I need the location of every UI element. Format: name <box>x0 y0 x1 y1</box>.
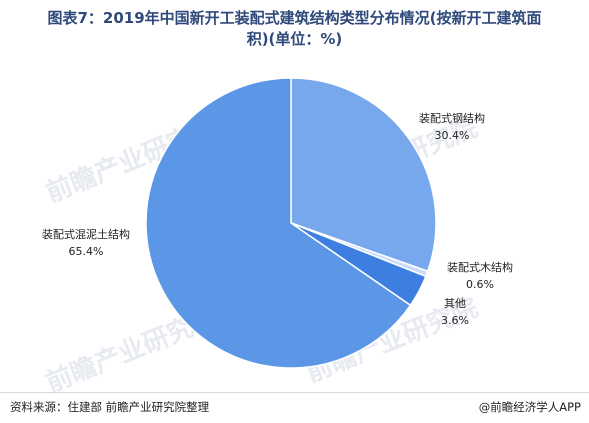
slice-category-label: 装配式钢结构 <box>419 111 485 125</box>
pie-slice <box>290 77 437 273</box>
slice-value-label: 65.4% <box>69 245 104 258</box>
slice-category-label: 装配式木结构 <box>447 260 513 274</box>
source-note: 资料来源：住建部 前瞻产业研究院整理 <box>10 400 210 414</box>
chart-title-line-1: 图表7：2019年中国新开工装配式建筑结构类型分布情况(按新开工建筑面 <box>47 9 542 27</box>
footer-divider <box>0 392 589 393</box>
brand-credit: @前瞻经济学人APP <box>478 400 581 414</box>
slice-value-label: 0.6% <box>466 278 494 291</box>
pie-slice <box>145 77 412 369</box>
slice-category-label: 装配式混泥土结构 <box>42 227 130 241</box>
pie-labels: 装配式钢结构 30.4% 装配式木结构 0.6%其他 3.6% 装配式混泥土结构 65.4% <box>42 111 513 327</box>
pie-slices <box>145 77 437 369</box>
slice-value-label: 3.6% <box>441 314 469 327</box>
chart-title-line-2: 积)(单位：%) <box>246 30 343 48</box>
chart-title: 图表7：2019年中国新开工装配式建筑结构类型分布情况(按新开工建筑面 积)(单… <box>0 8 589 50</box>
slice-value-label: 30.4% <box>435 129 470 142</box>
slice-category-label: 其他 <box>444 297 466 310</box>
